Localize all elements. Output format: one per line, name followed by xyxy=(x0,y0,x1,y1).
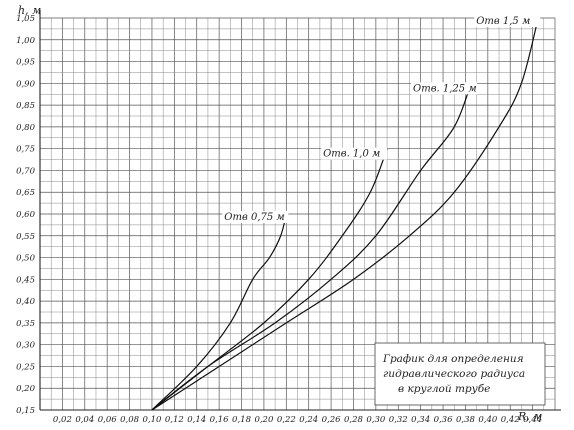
x-tick-labels: 0,02 0,04 0,06 0,08 0,10 0,12 0,14 0,16 0,18 0,20… xyxy=(53,415,542,425)
curve-label-2: Отв. 1,0 м xyxy=(323,149,380,160)
curve-label-3: Отв. 1,25 м xyxy=(413,83,477,94)
x-tick-label: 0,04 xyxy=(75,415,94,425)
x-tick-label: 0,32 xyxy=(389,415,408,425)
x-tick-label: 0,44 xyxy=(523,415,542,425)
y-tick-labels: 0,15 0,20 0,25 0,30 0,35 0,40 0,45 0,50 0,55 0,60… xyxy=(16,14,36,416)
curves xyxy=(151,17,539,411)
annotation-box: График для определения гидравлического р… xyxy=(374,342,546,406)
curve-label-bg xyxy=(222,211,289,223)
x-tick-label: 0,06 xyxy=(98,415,118,425)
y-tick-label: 0,40 xyxy=(16,297,36,307)
x-tick-label: 0,24 xyxy=(299,415,318,425)
x-tick-label: 0,18 xyxy=(232,415,252,425)
x-tick-label: 0,26 xyxy=(322,415,342,425)
y-tick-label: 0,20 xyxy=(16,384,36,394)
y-tick-label: 0,60 xyxy=(16,210,36,220)
y-tick-label: 0,30 xyxy=(16,341,36,351)
y-tick-label: 0,90 xyxy=(16,79,36,89)
curve-labels: Отв 0,75 м Отв. 1,0 м Отв. 1,25 м Отв 1,5 м xyxy=(222,15,541,223)
y-tick-label: 0,95 xyxy=(16,58,35,68)
y-tick-label: 0,25 xyxy=(16,362,35,372)
x-tick-label: 0,38 xyxy=(456,415,476,425)
y-tick-label: 0,65 xyxy=(16,188,35,198)
x-tick-label: 0,42 xyxy=(501,415,520,425)
curve-label-bg xyxy=(474,15,541,27)
y-tick-label: 0,80 xyxy=(16,123,36,133)
y-tick-label: 0,75 xyxy=(16,145,35,155)
curve-label-1: Отв 0,75 м xyxy=(224,212,284,223)
x-tick-label: 0,28 xyxy=(344,415,364,425)
curve-label-4: Отв 1,5 м xyxy=(476,16,530,27)
x-tick-label: 0,40 xyxy=(478,415,498,425)
y-tick-label: 0,70 xyxy=(16,166,36,176)
x-tick-label: 0,08 xyxy=(120,415,140,425)
curve-series-4 xyxy=(151,17,539,411)
x-tick-label: 0,22 xyxy=(277,415,296,425)
y-tick-label: 0,45 xyxy=(16,275,35,285)
x-tick-label: 0,12 xyxy=(165,415,184,425)
y-tick-label: 0,50 xyxy=(16,254,36,264)
x-tick-label: 0,02 xyxy=(53,415,72,425)
y-tick-label: 1,00 xyxy=(16,36,36,46)
x-tick-label: 0,36 xyxy=(434,415,454,425)
y-axis-label: h, м xyxy=(18,4,41,17)
x-tick-label: 0,16 xyxy=(210,415,230,425)
x-tick-label: 0,30 xyxy=(366,415,386,425)
x-tick-label: 0,10 xyxy=(142,415,162,425)
curve-series-3 xyxy=(151,83,472,411)
curve-label-bg xyxy=(411,82,478,95)
y-tick-label: 1,05 xyxy=(16,14,35,24)
x-tick-label: 0,34 xyxy=(411,415,430,425)
y-tick-label: 0,55 xyxy=(16,232,35,242)
x-tick-label: 0,20 xyxy=(254,415,274,425)
curve-label-bg xyxy=(321,147,388,160)
y-tick-label: 0,35 xyxy=(16,319,35,329)
curve-series-1 xyxy=(151,213,287,411)
y-tick-label: 0,15 xyxy=(16,406,35,416)
annotation-line-1: График для определения xyxy=(382,353,524,365)
annotation-line-2: гидравлического радиуса xyxy=(383,368,525,380)
x-tick-label: 0,14 xyxy=(187,415,206,425)
x-axis-label: R, м xyxy=(517,410,542,423)
y-tick-label: 0,85 xyxy=(16,101,35,111)
annotation-line-3: в круглой трубе xyxy=(398,383,490,395)
